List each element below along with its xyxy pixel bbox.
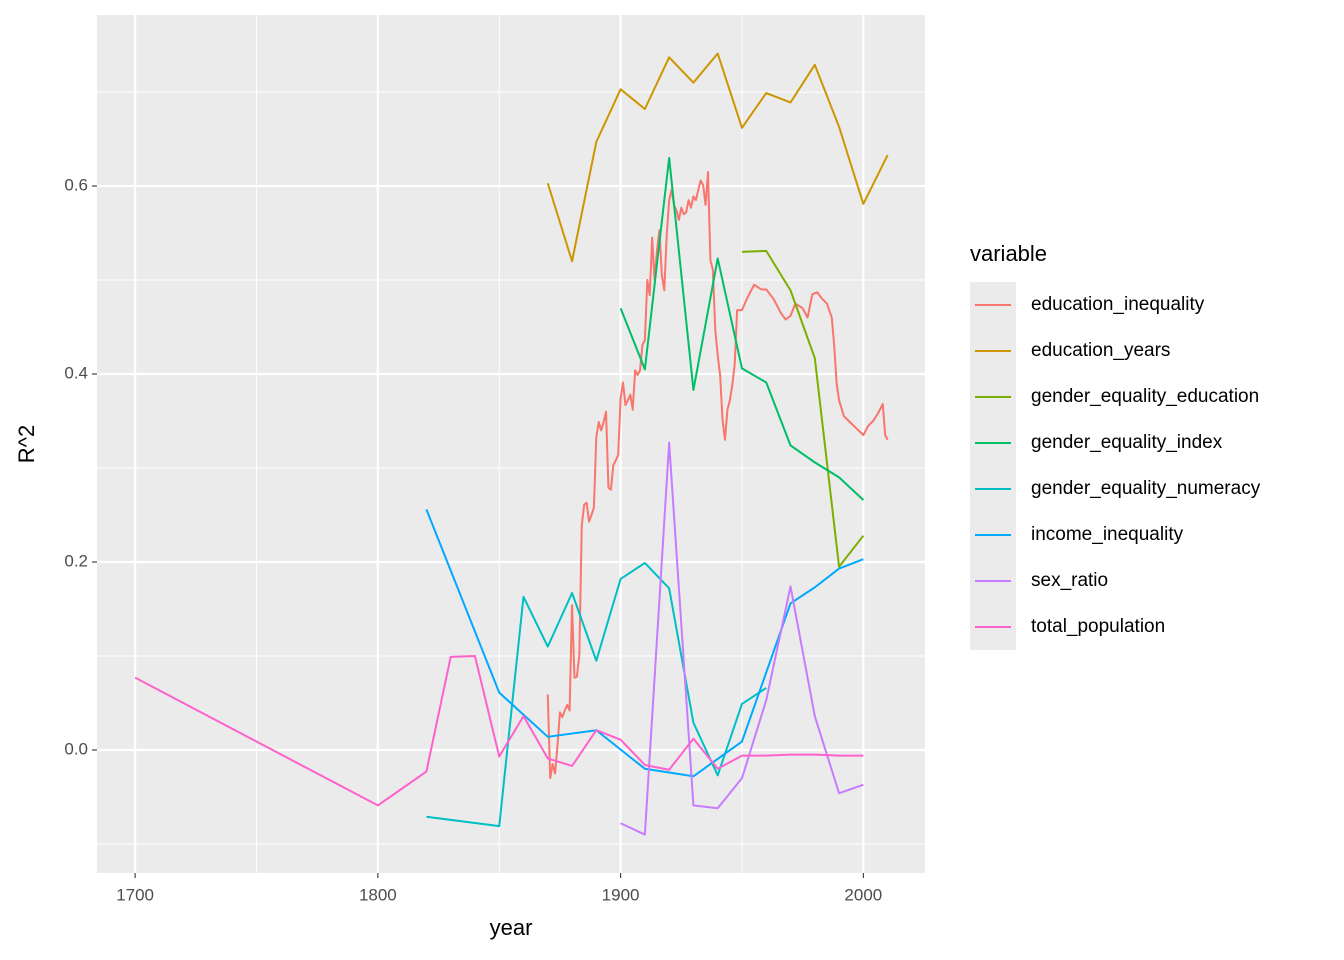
series-line — [741, 249, 865, 568]
series-line — [619, 156, 865, 501]
y-tick-label: 0.0 — [64, 739, 88, 758]
legend-label: total_population — [1031, 616, 1165, 637]
legend-label: gender_equality_numeracy — [1031, 478, 1261, 499]
x-axis-title: year — [490, 915, 533, 940]
legend-label: sex_ratio — [1031, 570, 1108, 591]
legend-label: education_inequality — [1031, 294, 1205, 315]
legend-label: income_inequality — [1031, 524, 1184, 545]
series-line — [620, 441, 864, 836]
y-tick-label: 0.2 — [64, 551, 88, 570]
legend-label: gender_equality_index — [1031, 432, 1223, 453]
legend-title: variable — [970, 241, 1047, 266]
grid — [97, 15, 925, 873]
panel-background — [97, 15, 925, 873]
legend: education_inequality education_yearsgende… — [970, 282, 1261, 650]
x-tick-label: 2000 — [844, 885, 882, 904]
x-tick-label: 1700 — [116, 885, 154, 904]
series-line — [546, 52, 889, 263]
series-line — [134, 654, 864, 807]
legend-label: education_years — [1031, 340, 1170, 361]
series-line — [425, 509, 864, 778]
series-line — [426, 561, 767, 828]
y-tick-label: 0.4 — [64, 364, 88, 383]
legend-label: gender_equality_education — [1031, 386, 1259, 407]
legend-key-background — [970, 282, 1016, 650]
y-axis-title: R^2 — [14, 425, 39, 463]
x-tick-label: 1900 — [602, 885, 640, 904]
series-line — [546, 170, 889, 780]
x-tick-label: 1800 — [359, 885, 397, 904]
lines — [134, 52, 889, 836]
y-tick-label: 0.6 — [64, 176, 88, 195]
